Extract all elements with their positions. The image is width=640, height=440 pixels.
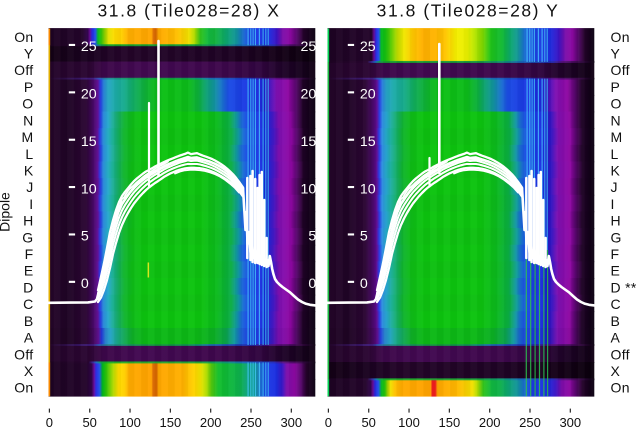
svg-text:Dipole: Dipole — [0, 192, 13, 232]
svg-text:H: H — [23, 213, 33, 229]
svg-text:50: 50 — [82, 415, 96, 430]
svg-text:100: 100 — [398, 415, 420, 430]
svg-text:M: M — [22, 129, 34, 145]
svg-text:300: 300 — [280, 415, 302, 430]
svg-text:D **: D ** — [611, 280, 637, 296]
svg-text:G: G — [22, 229, 33, 245]
svg-text:10: 10 — [81, 181, 97, 197]
svg-text:20: 20 — [360, 87, 376, 103]
svg-text:31.8 (Tile028=28) X: 31.8 (Tile028=28) X — [98, 1, 281, 21]
svg-text:200: 200 — [200, 415, 222, 430]
svg-text:Off: Off — [611, 346, 630, 362]
svg-text:C: C — [611, 296, 621, 312]
svg-text:200: 200 — [479, 415, 501, 430]
svg-text:E: E — [24, 263, 34, 279]
svg-text:100: 100 — [119, 415, 141, 430]
svg-text:0: 0 — [46, 415, 53, 430]
svg-text:P: P — [24, 79, 34, 95]
svg-text:K: K — [24, 163, 34, 179]
svg-text:On: On — [611, 380, 630, 396]
svg-text:Y: Y — [611, 46, 621, 62]
svg-text:31.8 (Tile028=28) Y: 31.8 (Tile028=28) Y — [377, 1, 560, 21]
svg-text:Off: Off — [14, 62, 33, 78]
svg-text:F: F — [25, 246, 34, 262]
svg-text:5: 5 — [81, 229, 89, 245]
svg-text:15: 15 — [81, 134, 97, 150]
svg-text:10: 10 — [360, 181, 376, 197]
svg-text:F: F — [611, 246, 620, 262]
svg-text:25: 25 — [301, 39, 317, 55]
svg-text:0: 0 — [81, 276, 89, 292]
svg-text:20: 20 — [81, 87, 97, 103]
svg-text:0: 0 — [360, 276, 368, 292]
svg-text:On: On — [611, 29, 630, 45]
svg-text:A: A — [24, 330, 34, 346]
svg-text:25: 25 — [360, 39, 376, 55]
svg-text:G: G — [611, 229, 622, 245]
svg-text:K: K — [611, 163, 621, 179]
svg-text:X: X — [24, 363, 34, 379]
svg-text:B: B — [24, 313, 34, 329]
svg-text:300: 300 — [559, 415, 581, 430]
svg-text:50: 50 — [361, 415, 375, 430]
svg-text:N: N — [611, 112, 621, 128]
svg-text:250: 250 — [240, 415, 262, 430]
svg-text:0: 0 — [308, 276, 316, 292]
svg-text:H: H — [611, 213, 621, 229]
svg-text:I: I — [611, 196, 615, 212]
svg-text:20: 20 — [301, 87, 317, 103]
svg-text:On: On — [14, 380, 33, 396]
svg-text:N: N — [23, 112, 33, 128]
svg-text:J: J — [26, 179, 33, 195]
svg-text:D: D — [23, 280, 33, 296]
svg-text:Off: Off — [14, 346, 33, 362]
svg-text:150: 150 — [439, 415, 461, 430]
svg-text:0: 0 — [325, 415, 332, 430]
svg-text:15: 15 — [301, 134, 317, 150]
svg-text:E: E — [611, 263, 621, 279]
svg-text:L: L — [611, 146, 619, 162]
svg-text:5: 5 — [308, 229, 316, 245]
svg-text:10: 10 — [301, 181, 317, 197]
svg-text:L: L — [25, 146, 33, 162]
svg-text:O: O — [22, 96, 33, 112]
svg-text:X: X — [611, 363, 621, 379]
svg-text:5: 5 — [360, 229, 368, 245]
svg-text:On: On — [14, 29, 33, 45]
svg-text:B: B — [611, 313, 621, 329]
svg-text:P: P — [611, 79, 621, 95]
svg-text:C: C — [23, 296, 33, 312]
svg-text:A: A — [611, 330, 621, 346]
svg-text:M: M — [611, 129, 623, 145]
svg-text:Off: Off — [611, 62, 630, 78]
svg-text:25: 25 — [81, 39, 97, 55]
svg-text:O: O — [611, 96, 622, 112]
svg-text:J: J — [611, 179, 618, 195]
svg-text:250: 250 — [519, 415, 541, 430]
svg-text:Y: Y — [24, 46, 34, 62]
svg-text:150: 150 — [160, 415, 182, 430]
svg-text:I: I — [29, 196, 33, 212]
svg-text:15: 15 — [360, 134, 376, 150]
